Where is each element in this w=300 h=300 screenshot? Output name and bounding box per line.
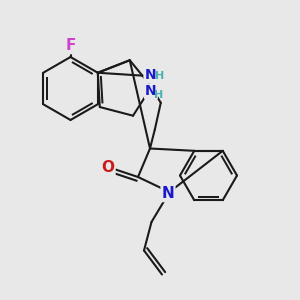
Text: O: O [101,160,115,175]
Text: H: H [155,71,164,81]
Text: N: N [145,84,157,98]
Text: F: F [65,38,76,53]
Text: H: H [154,90,164,100]
Text: N: N [145,68,156,82]
Text: N: N [162,186,174,201]
